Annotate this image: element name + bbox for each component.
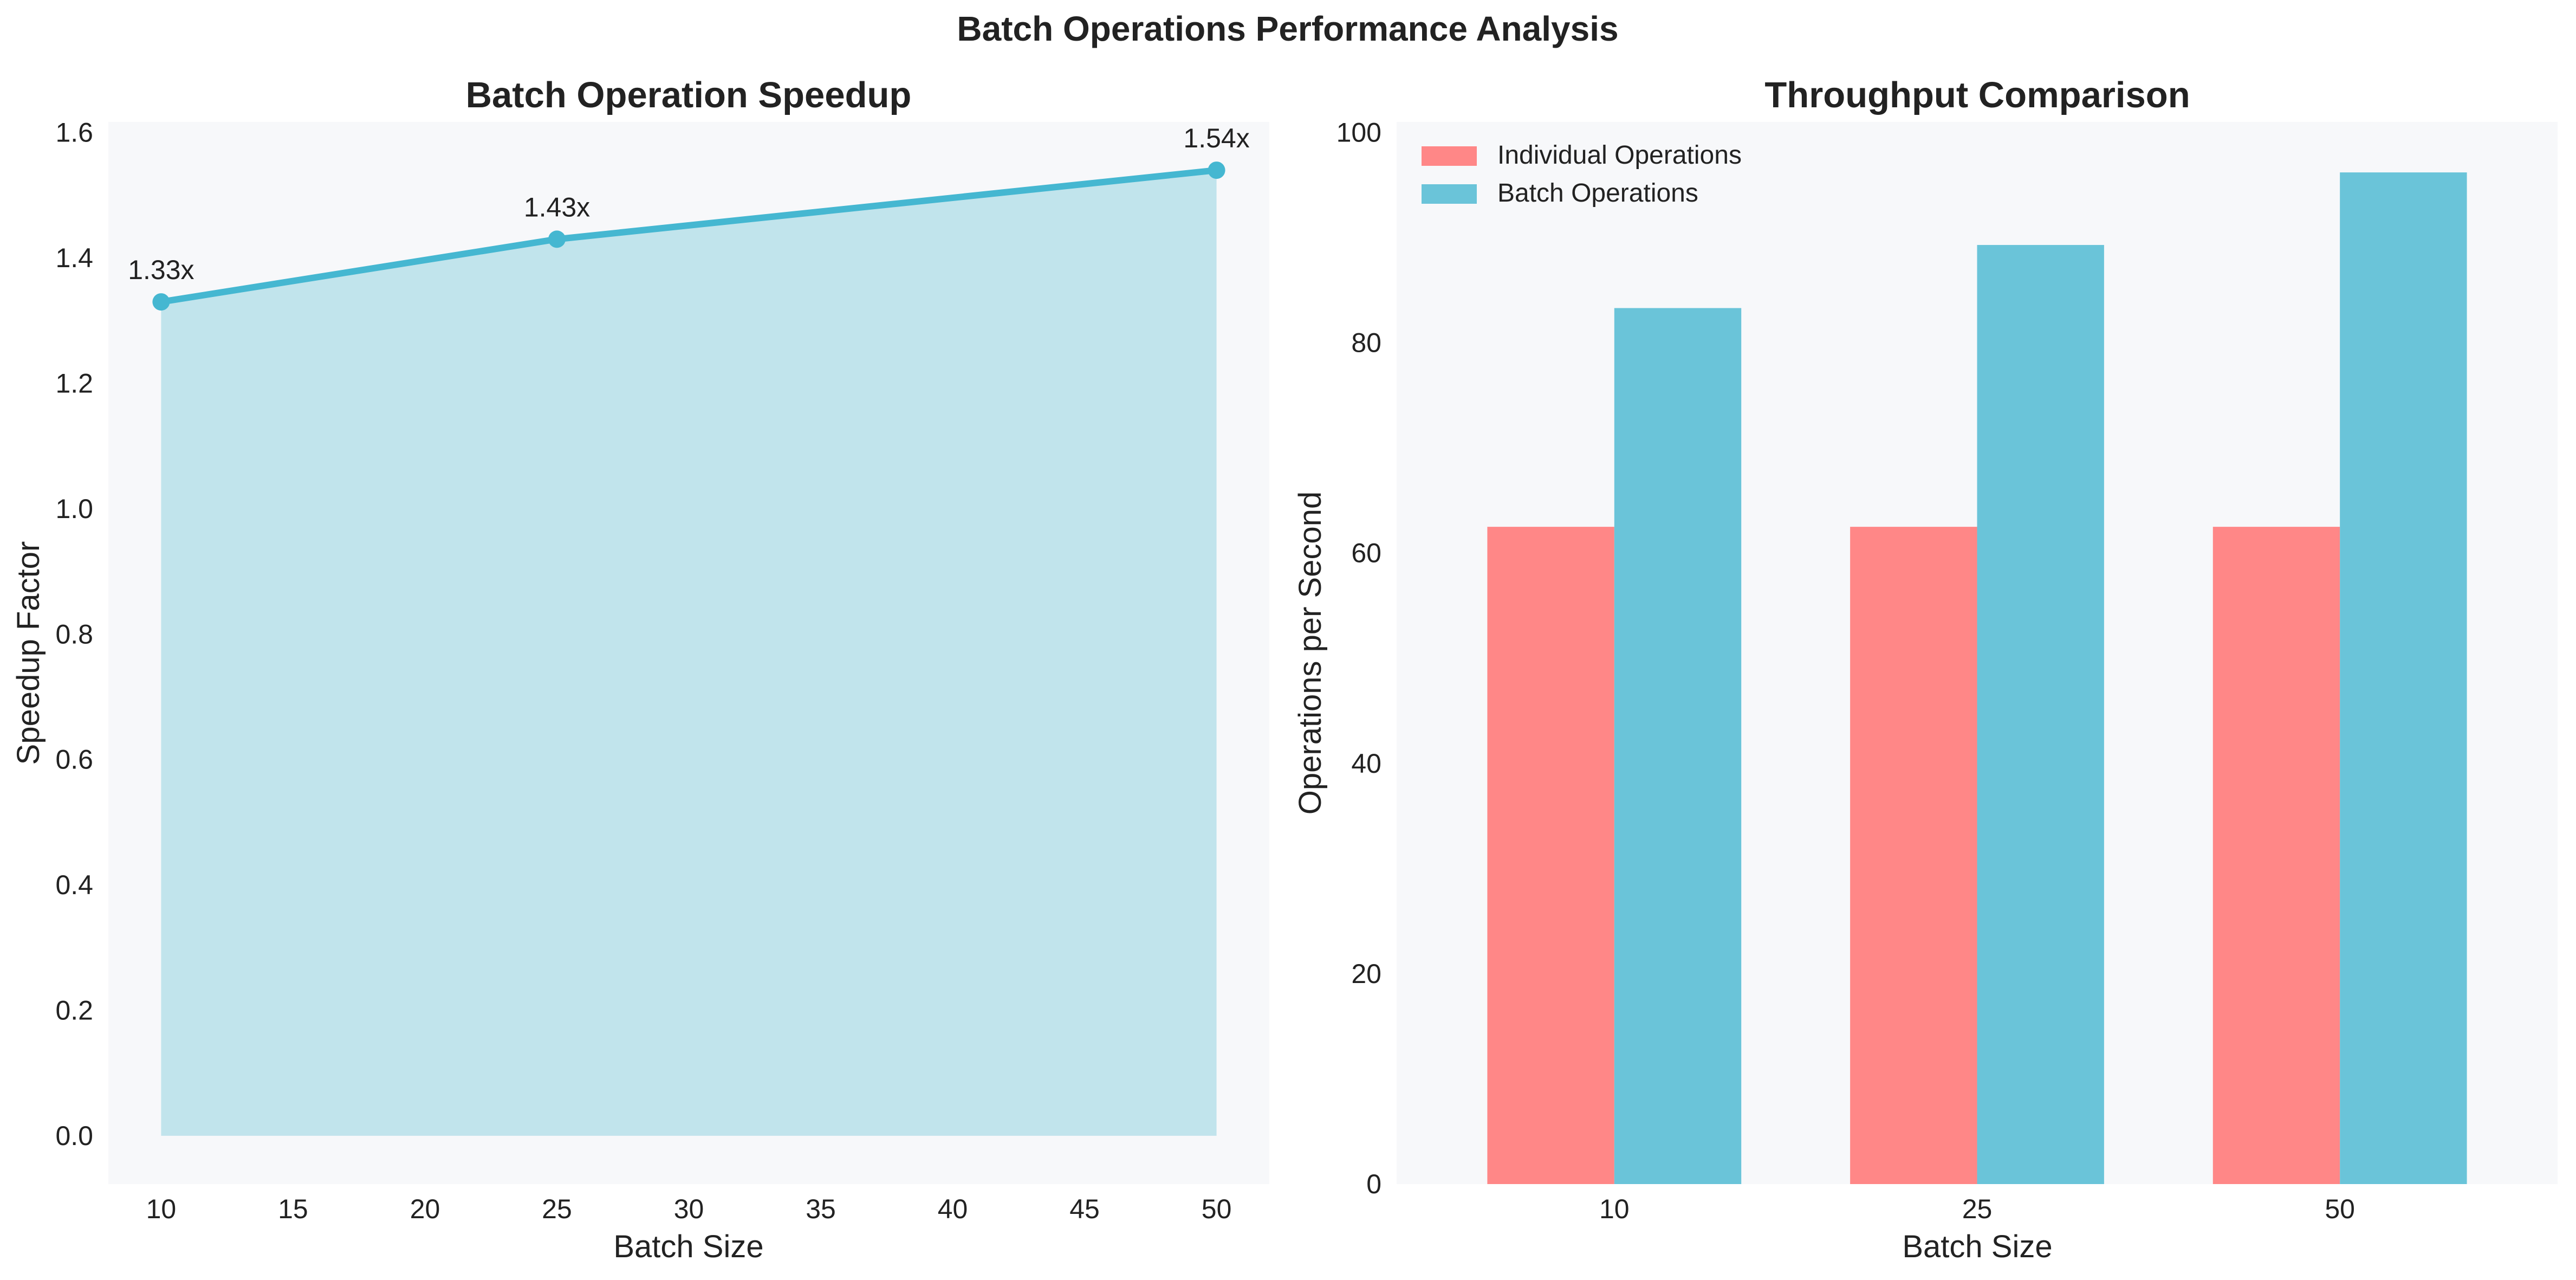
throughput-y-tick-40: 40 (1351, 748, 1381, 779)
speedup-y-tick-1.2: 1.2 (55, 368, 93, 398)
legend-label-individual: Individual Operations (1497, 141, 1742, 170)
speedup-chart-title: Batch Operation Speedup (466, 75, 912, 115)
speedup-point-10 (152, 293, 170, 311)
speedup-x-axis-label: Batch Size (613, 1229, 763, 1264)
batch-bar-25 (1977, 245, 2104, 1184)
speedup-y-tick-0.6: 0.6 (55, 745, 93, 775)
batch-bar-50 (2340, 172, 2467, 1184)
speedup-point-50 (1208, 161, 1225, 179)
throughput-y-tick-80: 80 (1351, 328, 1381, 358)
speedup-y-tick-1.0: 1.0 (55, 494, 93, 524)
speedup-x-tick-45: 45 (1069, 1194, 1100, 1224)
speedup-data-label-25: 1.43x (524, 192, 590, 222)
throughput-x-tick-25: 25 (1962, 1194, 1993, 1224)
speedup-data-label-10: 1.33x (128, 255, 194, 285)
speedup-chart: Batch Operation Speedup 1.33x1.43x1.54x … (11, 75, 1269, 1264)
throughput-y-ticks: 0 20 40 60 80 100 (1336, 117, 1381, 1199)
speedup-x-tick-15: 15 (278, 1194, 308, 1224)
throughput-x-ticks: 10 25 50 (1599, 1194, 2355, 1224)
individual-bar-50 (2212, 527, 2340, 1185)
speedup-x-tick-10: 10 (146, 1194, 177, 1224)
speedup-y-tick-0.2: 0.2 (55, 995, 93, 1026)
throughput-chart-title: Throughput Comparison (1764, 75, 2190, 115)
speedup-y-ticks: 0.0 0.2 0.4 0.6 0.8 1.0 1.2 1.4 1.6 (55, 118, 93, 1151)
throughput-bars-layer (1487, 172, 2467, 1185)
batch-bar-10 (1614, 308, 1742, 1185)
speedup-points-layer: 1.33x 1.43x 1.54x (128, 123, 1250, 311)
legend-swatch-batch (1422, 184, 1477, 204)
speedup-y-tick-0.8: 0.8 (55, 619, 93, 649)
speedup-x-ticks: 10 15 20 25 30 35 40 45 50 (146, 1194, 1232, 1224)
speedup-x-tick-40: 40 (938, 1194, 968, 1224)
throughput-legend: Individual Operations Batch Operations (1422, 141, 1742, 208)
speedup-y-tick-0.0: 0.0 (55, 1121, 93, 1151)
throughput-x-tick-10: 10 (1599, 1194, 1630, 1224)
throughput-y-tick-60: 60 (1351, 538, 1381, 568)
figure-title: Batch Operations Performance Analysis (957, 9, 1618, 48)
speedup-point-25 (548, 230, 566, 248)
throughput-chart: Throughput Comparison 10 25 50 0 20 40 60 80 10… (1293, 75, 2558, 1264)
throughput-y-axis-label: Operations per Second (1293, 492, 1328, 814)
throughput-y-tick-0: 0 (1366, 1169, 1381, 1199)
speedup-y-tick-0.4: 0.4 (55, 870, 93, 900)
individual-bar-10 (1487, 527, 1614, 1185)
speedup-y-axis-label: Speedup Factor (11, 541, 46, 765)
speedup-x-tick-50: 50 (1202, 1194, 1232, 1224)
legend-swatch-individual (1422, 146, 1477, 166)
legend-label-batch: Batch Operations (1497, 179, 1698, 208)
speedup-x-tick-35: 35 (806, 1194, 836, 1224)
speedup-x-tick-25: 25 (542, 1194, 572, 1224)
speedup-x-tick-30: 30 (674, 1194, 704, 1224)
speedup-area-fill (161, 170, 1217, 1136)
individual-bar-25 (1850, 527, 1977, 1185)
throughput-x-tick-50: 50 (2325, 1194, 2355, 1224)
throughput-y-tick-100: 100 (1336, 117, 1381, 147)
speedup-y-tick-1.6: 1.6 (55, 118, 93, 148)
speedup-x-tick-20: 20 (410, 1194, 440, 1224)
speedup-area-layer (161, 170, 1217, 1136)
speedup-data-label-50: 1.54x (1183, 123, 1249, 153)
throughput-y-tick-20: 20 (1351, 959, 1381, 989)
speedup-y-tick-1.4: 1.4 (55, 243, 93, 273)
throughput-x-axis-label: Batch Size (1902, 1229, 2052, 1264)
